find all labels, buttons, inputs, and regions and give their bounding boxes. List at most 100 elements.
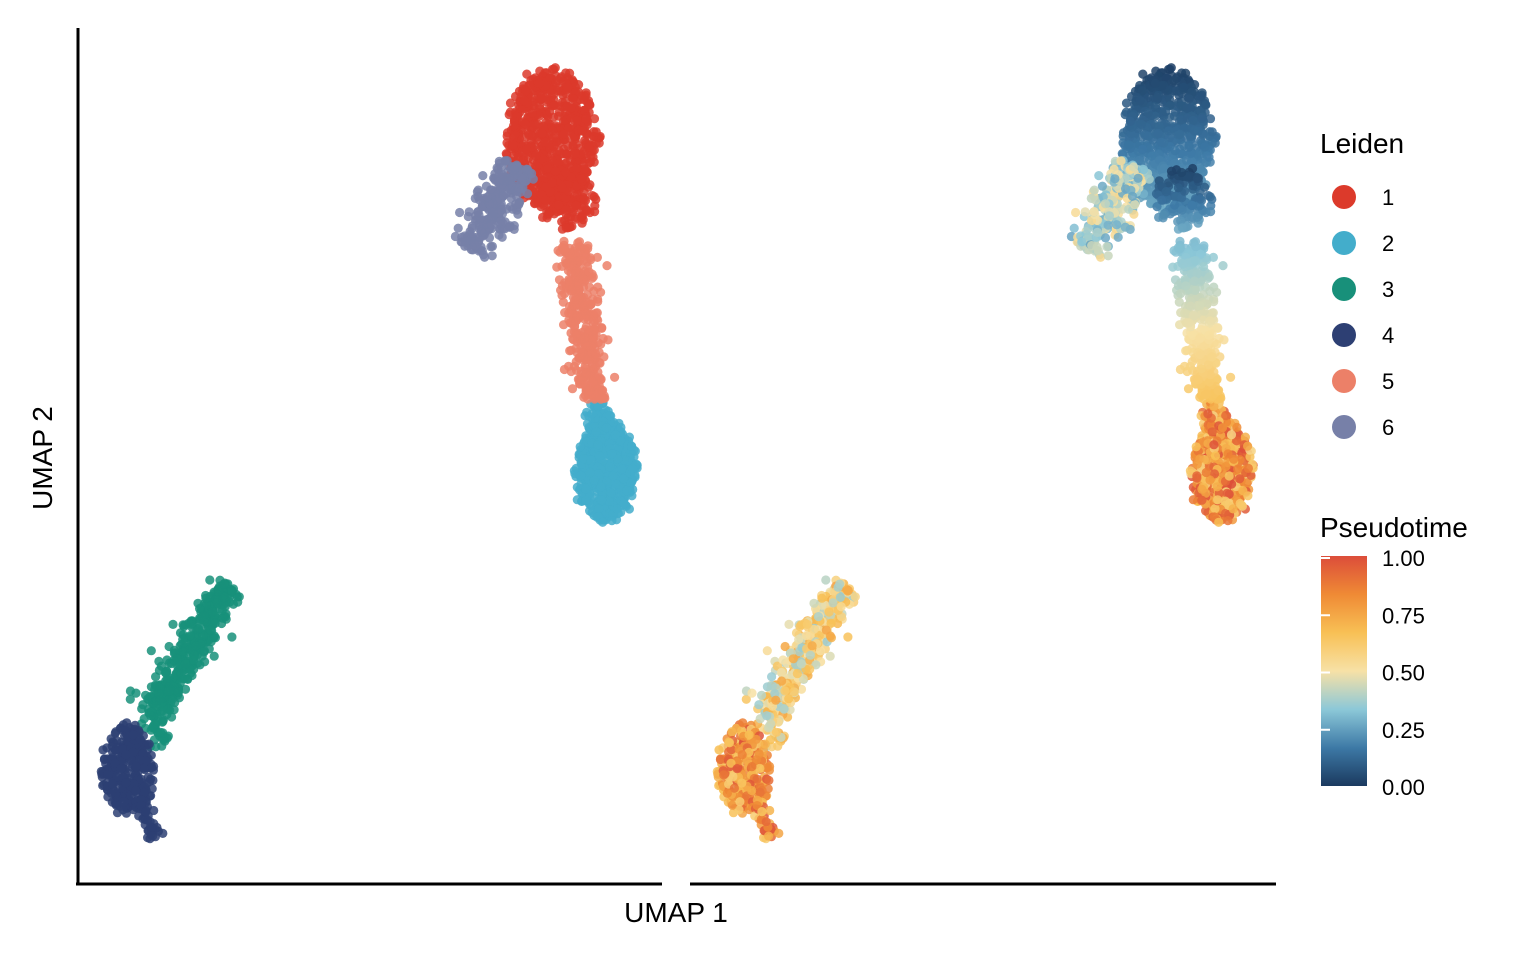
point-leiden-3 bbox=[164, 686, 174, 696]
point-leiden-1 bbox=[508, 140, 518, 150]
point-leiden-5 bbox=[573, 276, 584, 286]
point-leiden-3 bbox=[178, 634, 188, 645]
point-leiden-3 bbox=[219, 579, 229, 589]
point-leiden-1 bbox=[522, 144, 532, 154]
point-pseudotime bbox=[1217, 423, 1228, 433]
point-leiden-3 bbox=[168, 619, 178, 630]
point-leiden-1 bbox=[543, 210, 553, 220]
point-leiden-6 bbox=[476, 227, 486, 237]
point-pseudotime bbox=[1157, 195, 1167, 205]
point-pseudotime bbox=[735, 797, 745, 807]
point-leiden-5 bbox=[580, 364, 591, 374]
point-leiden-6 bbox=[523, 165, 533, 175]
point-leiden-6 bbox=[512, 162, 523, 172]
point-pseudotime bbox=[1212, 482, 1222, 492]
point-pseudotime bbox=[807, 641, 817, 651]
point-leiden-1 bbox=[557, 183, 568, 193]
point-pseudotime bbox=[762, 711, 772, 721]
point-pseudotime bbox=[1202, 455, 1212, 465]
point-pseudotime bbox=[1197, 484, 1207, 494]
point-leiden-4 bbox=[144, 739, 154, 749]
point-leiden-3 bbox=[172, 654, 182, 664]
point-pseudotime bbox=[767, 672, 777, 682]
point-pseudotime bbox=[757, 807, 767, 817]
point-leiden-3 bbox=[138, 700, 148, 710]
point-leiden-1 bbox=[568, 142, 578, 152]
point-leiden-6 bbox=[476, 242, 486, 252]
point-leiden-3 bbox=[209, 651, 219, 661]
point-leiden-2 bbox=[626, 478, 636, 488]
point-leiden-2 bbox=[606, 488, 616, 498]
point-pseudotime bbox=[1235, 498, 1245, 509]
point-pseudotime bbox=[738, 718, 748, 728]
point-leiden-3 bbox=[208, 607, 218, 617]
point-leiden-1 bbox=[572, 115, 582, 125]
point-leiden-6 bbox=[500, 156, 510, 166]
point-leiden-3 bbox=[193, 598, 203, 608]
point-leiden-1 bbox=[579, 201, 589, 211]
point-leiden-4 bbox=[141, 807, 151, 817]
point-pseudotime bbox=[1220, 496, 1230, 506]
point-leiden-1 bbox=[579, 187, 589, 197]
point-pseudotime bbox=[843, 586, 853, 596]
point-leiden-5 bbox=[591, 352, 601, 362]
point-leiden-5 bbox=[589, 286, 599, 296]
point-leiden-1 bbox=[559, 129, 569, 139]
point-leiden-2 bbox=[616, 436, 626, 446]
point-leiden-1 bbox=[537, 128, 547, 138]
point-leiden-1 bbox=[591, 127, 601, 137]
point-leiden-6 bbox=[486, 242, 496, 252]
point-leiden-4 bbox=[131, 785, 141, 796]
point-leiden-6 bbox=[497, 232, 507, 242]
point-leiden-3 bbox=[219, 592, 229, 603]
point-leiden-2 bbox=[586, 455, 596, 465]
point-leiden-6 bbox=[487, 220, 497, 230]
point-pseudotime bbox=[1138, 69, 1148, 79]
point-leiden-4 bbox=[103, 770, 113, 780]
point-pseudotime bbox=[1243, 463, 1253, 473]
point-leiden-2 bbox=[607, 516, 617, 526]
point-leiden-2 bbox=[607, 449, 617, 459]
point-leiden-3 bbox=[151, 681, 161, 691]
point-leiden-1 bbox=[568, 94, 578, 104]
point-pseudotime bbox=[1210, 451, 1221, 461]
point-leiden-1 bbox=[527, 131, 537, 141]
point-pseudotime bbox=[1195, 194, 1205, 204]
point-pseudotime bbox=[1223, 516, 1233, 526]
point-pseudotime bbox=[796, 659, 807, 669]
point-leiden-2 bbox=[585, 467, 595, 478]
point-leiden-1 bbox=[553, 75, 563, 86]
point-leiden-2 bbox=[627, 441, 637, 451]
point-pseudotime bbox=[732, 764, 742, 774]
point-pseudotime bbox=[1226, 372, 1236, 382]
point-leiden-4 bbox=[148, 775, 158, 786]
point-pseudotime bbox=[747, 785, 757, 796]
point-pseudotime bbox=[1222, 488, 1232, 498]
point-pseudotime bbox=[760, 739, 770, 749]
point-leiden-2 bbox=[576, 471, 586, 481]
point-pseudotime bbox=[764, 831, 774, 841]
point-pseudotime bbox=[836, 602, 846, 612]
point-pseudotime bbox=[722, 788, 733, 798]
point-leiden-2 bbox=[605, 410, 615, 421]
point-pseudotime bbox=[1224, 471, 1234, 481]
point-leiden-3 bbox=[197, 612, 207, 622]
point-pseudotime bbox=[813, 612, 824, 622]
point-leiden-3 bbox=[176, 669, 186, 679]
point-leiden-4 bbox=[128, 730, 138, 740]
point-leiden-1 bbox=[541, 195, 551, 205]
point-leiden-4 bbox=[122, 718, 132, 728]
point-leiden-1 bbox=[584, 142, 594, 152]
point-leiden-1 bbox=[527, 108, 537, 118]
point-pseudotime bbox=[1191, 442, 1201, 452]
point-leiden-2 bbox=[613, 454, 623, 464]
point-leiden-1 bbox=[580, 91, 590, 101]
point-pseudotime bbox=[835, 592, 846, 603]
point-pseudotime bbox=[1159, 210, 1169, 220]
point-pseudotime bbox=[771, 695, 781, 705]
point-pseudotime bbox=[1223, 449, 1233, 459]
point-leiden-1 bbox=[579, 164, 589, 174]
point-leiden-1 bbox=[545, 187, 555, 197]
point-leiden-2 bbox=[581, 495, 591, 505]
